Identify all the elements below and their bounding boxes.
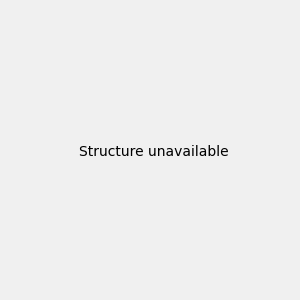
Text: Structure unavailable: Structure unavailable <box>79 145 229 158</box>
